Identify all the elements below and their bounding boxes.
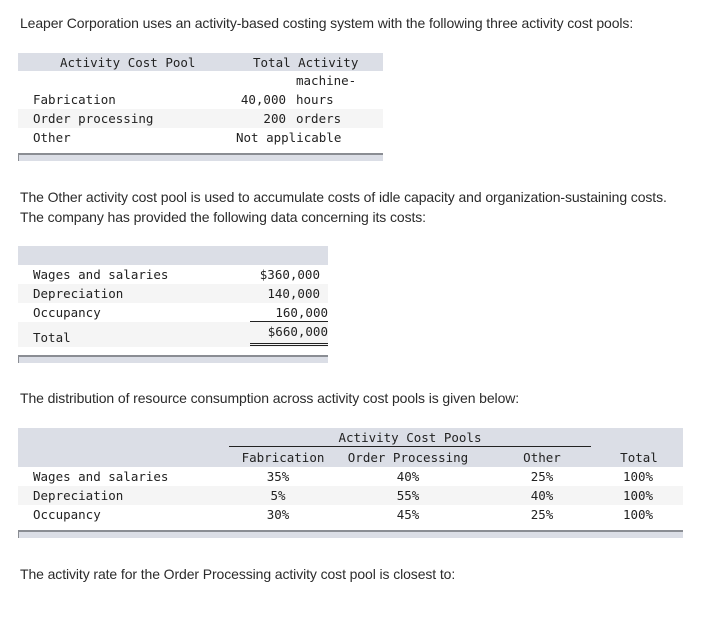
- table-header: [18, 246, 328, 265]
- other-pool-description: The Other activity cost pool is used to …: [20, 189, 667, 205]
- activity-qty: 200: [263, 111, 286, 126]
- header-fabrication: Fabrication: [241, 450, 325, 465]
- pct-total: 100%: [622, 507, 654, 522]
- table-footer-bar: [18, 530, 683, 538]
- pct-fabrication: 5%: [270, 488, 286, 503]
- table-footer-bar: [18, 153, 383, 161]
- group-header-activity-cost-pools: Activity Cost Pools: [229, 428, 591, 447]
- distribution-table: Activity Cost Pools Fabrication Order Pr…: [18, 428, 683, 524]
- activity-pool-table: Activity Cost Pool Total Activity machin…: [18, 53, 383, 147]
- table-row: Wages and salaries $360,000: [18, 265, 328, 284]
- table-header: Activity Cost Pool Total Activity: [18, 53, 383, 71]
- table-row: Fabrication 40,000 hours: [18, 90, 383, 109]
- table-row: Wages and salaries 35% 40% 25% 100%: [18, 467, 683, 486]
- pool-name: Order processing: [33, 111, 154, 126]
- pct-order-processing: 45%: [396, 507, 420, 522]
- cost-label: Occupancy: [33, 305, 101, 320]
- header-other: Other: [523, 450, 561, 465]
- distribution-intro: The distribution of resource consumption…: [20, 390, 520, 406]
- table-row: Occupancy 30% 45% 25% 100%: [18, 505, 683, 524]
- activity-qty: 40,000: [240, 92, 286, 107]
- pct-order-processing: 55%: [396, 488, 420, 503]
- pct-other: 25%: [530, 507, 554, 522]
- cost-data-intro: The company has provided the following d…: [20, 209, 426, 225]
- table-row: Depreciation 140,000: [18, 284, 328, 303]
- question-text: The activity rate for the Order Processi…: [20, 566, 456, 582]
- resource-label: Wages and salaries: [33, 469, 169, 484]
- total-label: Total: [33, 330, 71, 345]
- pct-fabrication: 35%: [266, 469, 290, 484]
- pct-other: 40%: [530, 488, 554, 503]
- activity-unit: orders: [296, 111, 342, 126]
- unit-line1: machine-: [296, 73, 357, 88]
- cost-label: Depreciation: [33, 286, 124, 301]
- cost-table: Wages and salaries $360,000 Depreciation…: [18, 246, 328, 347]
- total-value: $660,000: [250, 322, 328, 346]
- table-row: Depreciation 5% 55% 40% 100%: [18, 486, 683, 505]
- pct-fabrication: 30%: [266, 507, 290, 522]
- table-row: Other Not applicable: [18, 128, 383, 147]
- cost-label: Wages and salaries: [33, 267, 169, 282]
- pct-other: 25%: [530, 469, 554, 484]
- cost-value: $360,000: [259, 267, 320, 282]
- cost-value: 140,000: [267, 286, 320, 301]
- table-header: Activity Cost Pools Fabrication Order Pr…: [18, 428, 683, 467]
- cost-value: 160,000: [250, 303, 328, 322]
- pct-total: 100%: [622, 488, 654, 503]
- total-row: Total $660,000: [18, 322, 328, 347]
- header-activity-cost-pool: Activity Cost Pool: [60, 55, 196, 70]
- activity-unit: hours: [296, 92, 334, 107]
- pool-name: Fabrication: [33, 92, 116, 107]
- intro-text: Leaper Corporation uses an activity-base…: [20, 15, 634, 31]
- resource-label: Occupancy: [33, 507, 101, 522]
- table-row: Order processing 200 orders: [18, 109, 383, 128]
- resource-label: Depreciation: [33, 488, 124, 503]
- table-footer-bar: [18, 355, 328, 363]
- table-row: Occupancy 160,000: [18, 303, 328, 322]
- header-total-activity: Total Activity: [253, 55, 359, 70]
- pct-order-processing: 40%: [396, 469, 420, 484]
- pct-total: 100%: [622, 469, 654, 484]
- table-row: machine-: [18, 71, 383, 90]
- pool-name: Other: [33, 130, 71, 145]
- header-order-processing: Order Processing: [347, 450, 469, 465]
- activity-qty: Not applicable: [236, 130, 342, 145]
- header-total: Total: [620, 450, 658, 465]
